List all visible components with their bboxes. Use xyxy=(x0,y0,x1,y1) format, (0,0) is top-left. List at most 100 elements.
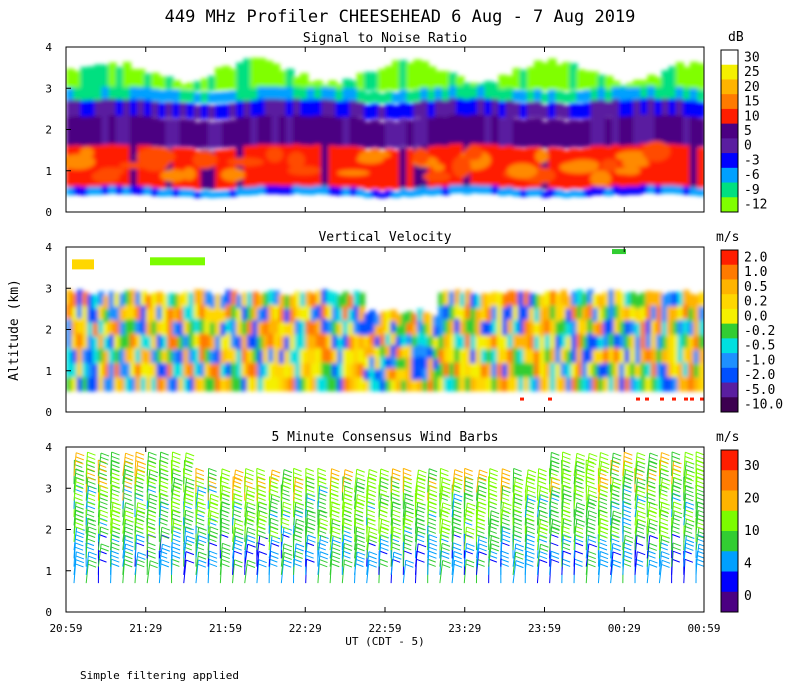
wind-barb-flag xyxy=(659,484,668,489)
wind-barb-flag xyxy=(684,509,694,514)
velocity-cell xyxy=(587,289,594,305)
wind-barb-flag xyxy=(331,563,340,568)
wind-barb-flag xyxy=(318,496,327,501)
wind-barb xyxy=(646,502,651,526)
wind-barb-flag xyxy=(513,509,523,514)
velocity-cell xyxy=(167,377,174,392)
wind-barb-flag xyxy=(183,476,192,481)
velocity-cell xyxy=(358,349,366,364)
wind-barb xyxy=(256,559,260,584)
wind-barb-flag xyxy=(612,547,621,552)
wind-barb-flag xyxy=(270,555,279,559)
wind-barb-flag xyxy=(367,476,377,481)
wind-barb-flag xyxy=(232,488,242,493)
colorbar-swatch xyxy=(721,470,738,491)
colorbar-label: 0.2 xyxy=(744,295,767,310)
colorbar-frame xyxy=(720,249,739,413)
velocity-cell xyxy=(539,350,546,364)
wind-barb-flag xyxy=(477,485,486,490)
snr-cell xyxy=(115,97,125,116)
wind-barb-flag xyxy=(258,551,268,555)
wind-barb-flag xyxy=(208,472,217,477)
velocity-cell xyxy=(347,349,355,364)
velocity-cell xyxy=(310,363,318,378)
wind-barb-flag xyxy=(159,468,168,473)
wind-barb-flag xyxy=(587,521,596,526)
wind-barb xyxy=(97,485,101,509)
velocity-cell xyxy=(501,377,509,392)
wind-barb-flag xyxy=(574,558,583,563)
wind-barb-flag xyxy=(355,509,364,514)
wind-barb-flag xyxy=(685,464,695,469)
velocity-cell xyxy=(629,334,637,349)
wind-barb-flag xyxy=(149,493,158,498)
wind-barb-flag xyxy=(356,530,365,535)
velocity-cell xyxy=(257,335,265,350)
snr-cell xyxy=(321,98,330,116)
wind-barb-flag xyxy=(403,493,412,497)
snr-cell xyxy=(278,185,288,195)
wind-barb-flag xyxy=(137,506,146,511)
wind-barb-flag xyxy=(172,451,181,456)
velocity-cell xyxy=(167,307,174,322)
wind-barb-flag xyxy=(124,460,133,465)
velocity-cell xyxy=(682,333,690,348)
wind-barb-flag xyxy=(500,562,509,567)
wind-barb-flag xyxy=(378,513,388,518)
velocity-cell xyxy=(124,319,132,334)
wind-barb-flag xyxy=(453,542,462,547)
velocity-cell xyxy=(204,319,212,335)
wind-barb-flag xyxy=(513,501,523,506)
wind-barb-flag xyxy=(111,455,120,460)
velocity-cell xyxy=(693,336,701,351)
snr-cell xyxy=(505,116,515,146)
velocity-cell xyxy=(539,308,546,323)
velocity-cell xyxy=(640,292,648,307)
velocity-cell xyxy=(257,308,265,323)
snr-cell xyxy=(455,112,465,144)
wind-barb-flag xyxy=(269,488,279,493)
wind-barb-flag xyxy=(247,559,256,564)
velocity-cell xyxy=(682,347,690,363)
snr-cell xyxy=(406,190,415,197)
wind-barb xyxy=(439,543,443,567)
snr-cell xyxy=(250,57,259,88)
wind-barb-flag xyxy=(513,534,522,539)
wind-barb xyxy=(183,560,187,584)
wind-barb-flag xyxy=(366,505,376,510)
velocity-cell xyxy=(129,376,137,392)
wind-barb-flag xyxy=(526,538,535,543)
wind-barb-flag xyxy=(209,509,218,514)
velocity-cell xyxy=(193,304,201,319)
y-tick-label: 2 xyxy=(45,124,52,137)
wind-barb-flag xyxy=(648,464,657,469)
velocity-cell xyxy=(369,356,376,369)
velocity-cell xyxy=(555,321,562,336)
y-tick-label: 3 xyxy=(45,482,52,495)
velocity-cell xyxy=(608,304,616,319)
wind-barb-flag xyxy=(452,505,462,510)
wind-barb-flag xyxy=(476,526,486,531)
velocity-cell xyxy=(464,347,472,363)
velocity-cell xyxy=(427,369,435,381)
wind-barb-flag xyxy=(234,522,243,527)
wind-barb-flag xyxy=(99,493,108,498)
wind-barb-flag xyxy=(611,488,620,493)
wind-barb-flag xyxy=(672,546,681,551)
velocity-cell xyxy=(262,334,270,349)
snr-cell xyxy=(462,184,472,195)
wind-barb-flag xyxy=(648,526,657,531)
velocity-cell xyxy=(379,357,387,369)
snr-cell xyxy=(448,182,458,194)
velocity-cell xyxy=(72,259,94,270)
velocity-cell xyxy=(66,362,73,377)
wind-barb-flag xyxy=(245,521,254,526)
wind-barb-flag xyxy=(209,534,218,539)
wind-barb-flag xyxy=(586,534,595,539)
wind-barb-flag xyxy=(392,505,401,510)
snr-cell xyxy=(257,58,266,87)
velocity-cell xyxy=(97,291,105,306)
velocity-cell xyxy=(581,349,589,364)
snr-cell xyxy=(264,114,274,145)
snr-cell xyxy=(618,100,628,117)
